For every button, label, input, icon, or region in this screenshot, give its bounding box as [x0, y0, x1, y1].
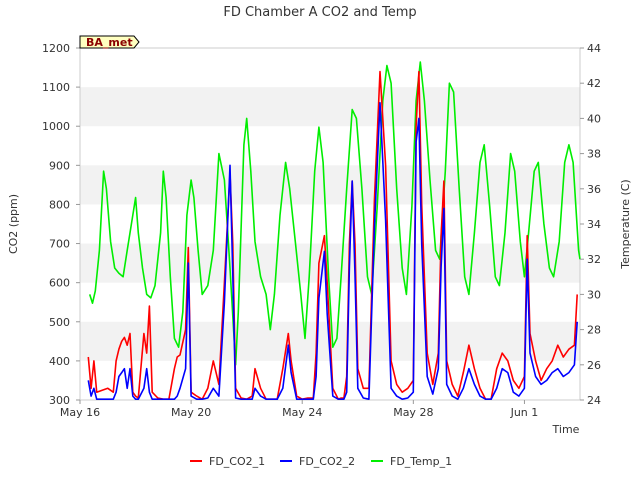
chart-title: FD Chamber A CO2 and Temp	[223, 5, 416, 20]
x-tick-label: May 20	[171, 406, 211, 419]
y-right-tick-label: 36	[587, 183, 601, 196]
y-right-tick-label: 38	[587, 148, 601, 161]
y-right-tick-label: 32	[587, 253, 601, 266]
y-left-tick-label: 500	[49, 316, 70, 329]
legend-label: FD_CO2_1	[209, 455, 265, 468]
x-tick-label: May 24	[282, 406, 322, 419]
y-axis-right-title: Temperature (C)	[619, 179, 632, 269]
y-left-tick-label: 400	[49, 355, 70, 368]
y-right-tick-label: 40	[587, 112, 601, 125]
y-left-tick-label: 900	[49, 159, 70, 172]
y-right-tick-label: 24	[587, 394, 601, 407]
y-left-tick-label: 1200	[42, 42, 70, 55]
y-left-tick-label: 1000	[42, 120, 70, 133]
y-left-tick-label: 300	[49, 394, 70, 407]
grid-band	[80, 87, 580, 127]
y-left-tick-label: 600	[49, 277, 70, 290]
y-axis-left-title: CO2 (ppm)	[7, 194, 20, 254]
y-right-tick-label: 44	[587, 42, 601, 55]
legend-label: FD_CO2_2	[299, 455, 355, 468]
y-right-tick-label: 26	[587, 359, 601, 372]
y-right-tick-label: 30	[587, 288, 601, 301]
y-left-tick-label: 700	[49, 238, 70, 251]
x-tick-label: May 28	[393, 406, 433, 419]
badge-shape	[79, 35, 140, 49]
badge: BA_met	[79, 35, 140, 49]
x-axis-title: Time	[552, 423, 580, 436]
y-left-tick-label: 1100	[42, 81, 70, 94]
badge-label: BA_met	[86, 36, 133, 49]
grid-band	[80, 165, 580, 205]
grid-band	[80, 243, 580, 283]
x-tick-label: Jun 1	[510, 406, 539, 419]
series-line-fd-co2-2	[87, 102, 578, 400]
series-line-fd-temp-1	[88, 61, 581, 366]
axes: 300 400 500 600 700 800 900 1000 1100 1200 24 26 28 3…	[42, 42, 601, 419]
legend: FD_CO2_1 FD_CO2_2 FD_Temp_1	[190, 455, 452, 468]
y-right-tick-label: 28	[587, 324, 601, 337]
y-right-tick-label: 42	[587, 77, 601, 90]
x-tick-label: May 16	[60, 406, 100, 419]
legend-label: FD_Temp_1	[390, 455, 452, 468]
series-line-fd-co2-1	[87, 70, 578, 400]
y-left-tick-label: 800	[49, 198, 70, 211]
series-lines	[87, 61, 581, 400]
y-right-tick-label: 34	[587, 218, 601, 231]
